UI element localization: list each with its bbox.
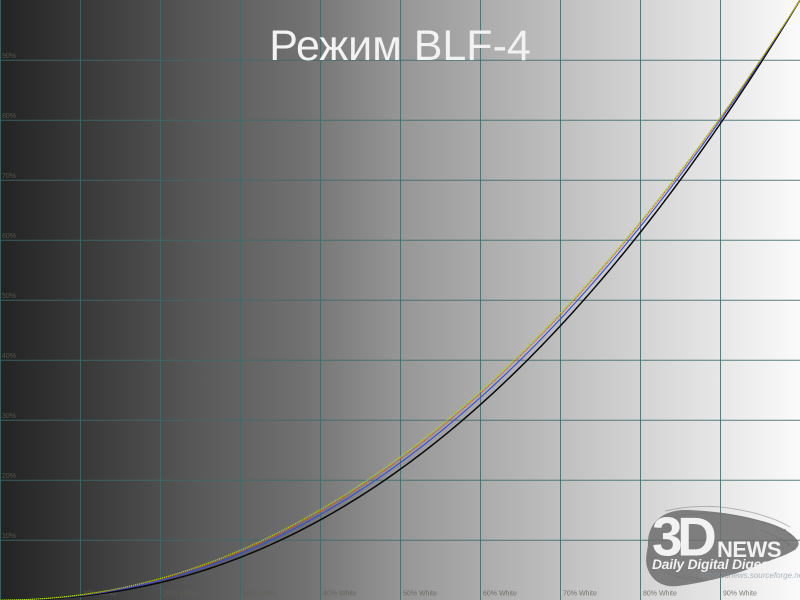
- svg-text:30%: 30%: [2, 413, 16, 420]
- svg-text:40%: 40%: [2, 353, 16, 360]
- svg-text:40% White: 40% White: [323, 591, 357, 598]
- svg-text:30% White: 30% White: [243, 591, 277, 598]
- svg-text:70%: 70%: [2, 173, 16, 180]
- svg-text:3D: 3D: [652, 506, 715, 568]
- svg-text:50% White: 50% White: [403, 591, 437, 598]
- svg-text:60%: 60%: [2, 233, 16, 240]
- svg-text:80%: 80%: [2, 113, 16, 120]
- svg-text:20% White: 20% White: [163, 591, 197, 598]
- svg-text:20%: 20%: [2, 473, 16, 480]
- svg-text:70% White: 70% White: [563, 591, 597, 598]
- svg-text:10%: 10%: [2, 533, 16, 540]
- svg-text:NEWS: NEWS: [717, 537, 781, 562]
- svg-text:80% White: 80% White: [643, 591, 677, 598]
- svg-text:90% White: 90% White: [723, 591, 757, 598]
- svg-text:60% White: 60% White: [483, 591, 517, 598]
- svg-text:http://3dnews.sourceforge.net: http://3dnews.sourceforge.net: [700, 571, 800, 580]
- svg-text:50%: 50%: [2, 293, 16, 300]
